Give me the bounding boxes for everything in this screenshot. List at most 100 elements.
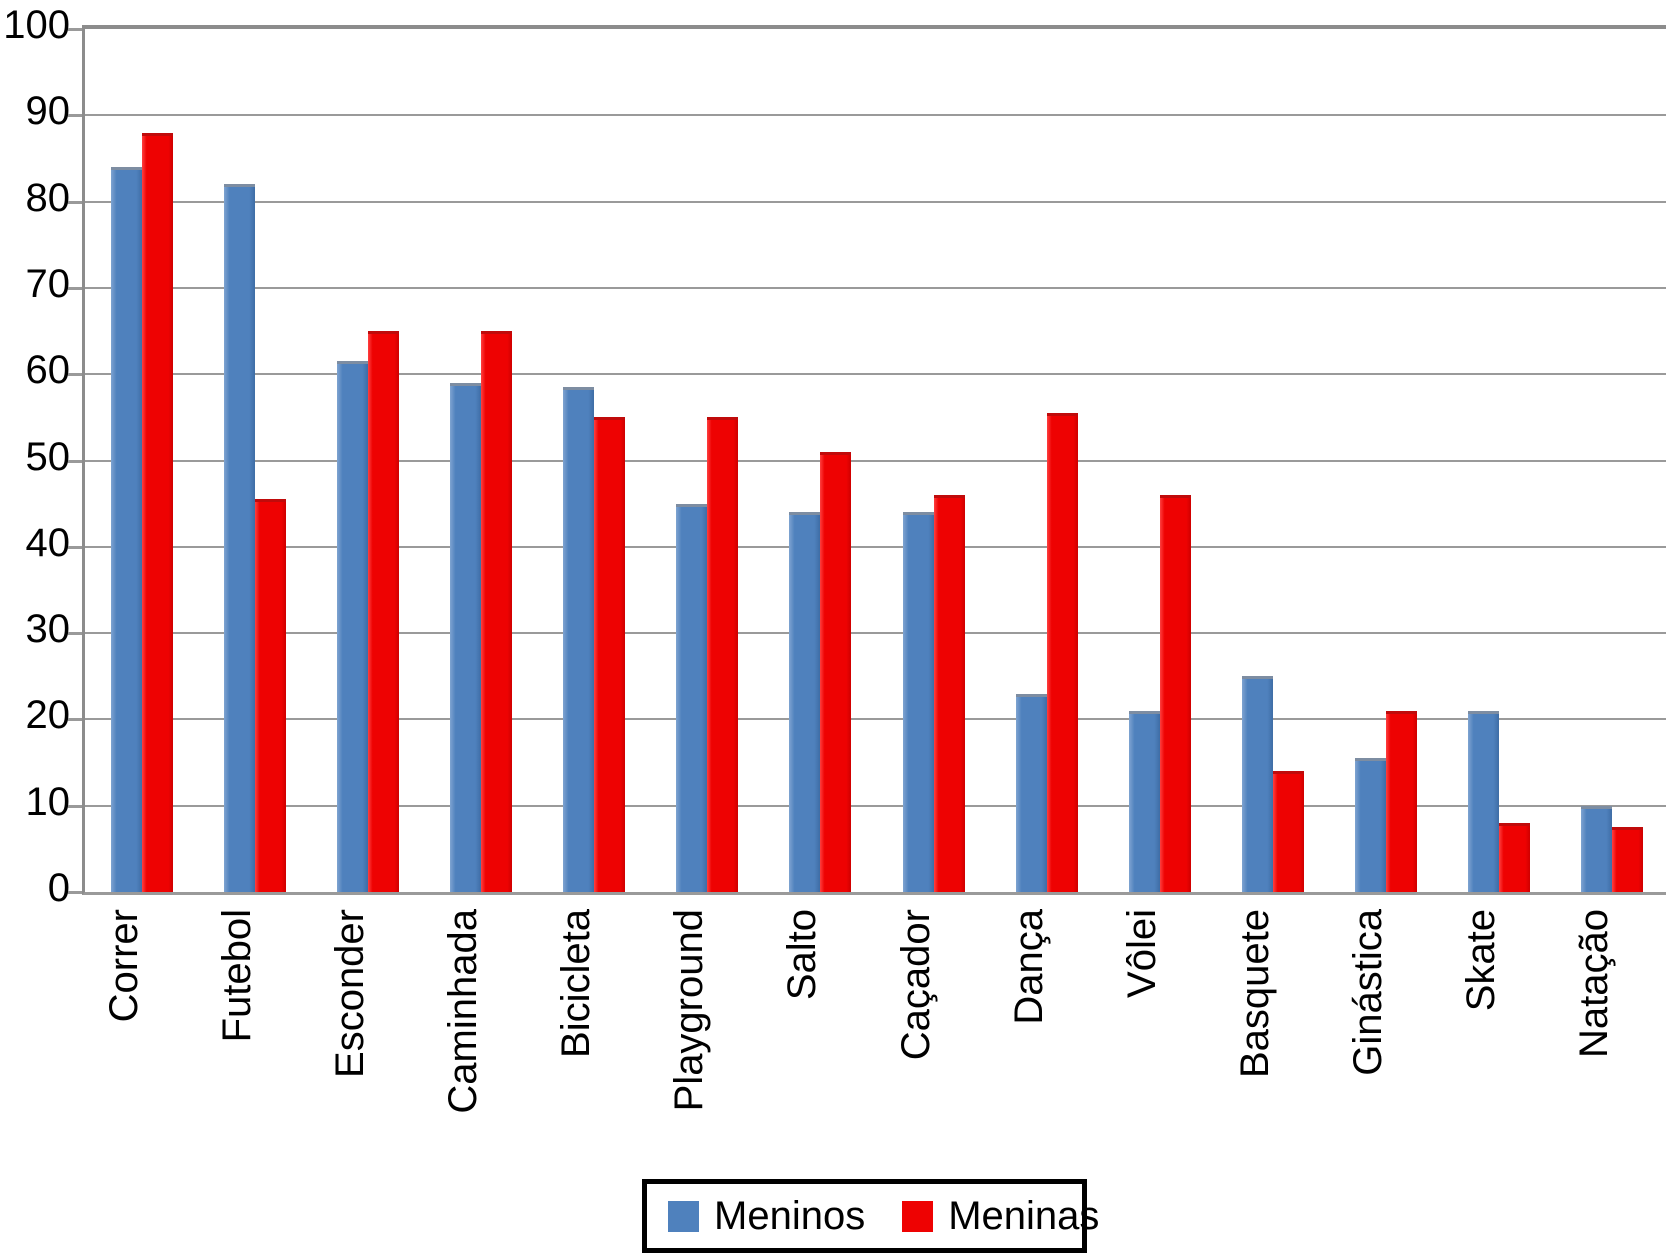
bar-meninas-skate <box>1499 822 1531 892</box>
y-tick-0 <box>68 891 82 894</box>
bars <box>198 29 311 892</box>
y-tick-60 <box>68 373 82 377</box>
bar-meninos-salto <box>789 512 821 892</box>
bar-meninas-caminhada <box>480 331 512 892</box>
x-axis-label-basquete: Basquete <box>1232 909 1277 1079</box>
bar-meninas-dança <box>1046 413 1078 892</box>
bar-group-skate: Skate <box>1443 29 1556 1011</box>
bars <box>764 29 877 892</box>
bar-group-caçador: Caçador <box>877 29 990 1060</box>
y-tick-90 <box>68 114 82 118</box>
x-axis-label-skate: Skate <box>1459 909 1504 1012</box>
x-axis-label-caçador: Caçador <box>893 909 938 1061</box>
y-tick-10 <box>68 804 82 808</box>
bar-meninas-bicicleta <box>594 417 626 892</box>
x-axis-label-ginástica: Ginástica <box>1346 909 1391 1076</box>
gridline-20 <box>85 718 1666 721</box>
y-tick-80 <box>68 200 82 204</box>
y-axis-label-10: 10 <box>25 779 71 824</box>
bar-meninas-caçador <box>933 495 965 892</box>
bars <box>1556 29 1666 892</box>
bar-meninos-vôlei <box>1128 710 1160 892</box>
gridline-50 <box>85 459 1666 462</box>
bar-group-caminhada: Caminhada <box>424 29 537 1114</box>
x-axis-label-caminhada: Caminhada <box>440 909 485 1114</box>
bar-meninos-basquete <box>1241 676 1273 892</box>
bars <box>538 29 651 892</box>
plot-area: Correr Futebol Esconder Caminhada Bicicleta P… <box>68 25 1666 1114</box>
bar-group-basquete: Basquete <box>1216 29 1329 1078</box>
legend-item-meninas: Meninas <box>902 1196 1099 1236</box>
bar-meninas-ginástica <box>1386 710 1418 892</box>
bar-meninas-salto <box>820 451 852 892</box>
gridline-80 <box>85 200 1666 203</box>
bar-group-ginástica: Ginástica <box>1330 29 1443 1076</box>
bar-meninos-ginástica <box>1355 758 1387 892</box>
y-tick-50 <box>68 459 82 463</box>
gridline-60 <box>85 373 1666 376</box>
bar-meninos-skate <box>1468 710 1500 892</box>
bars <box>1443 29 1556 892</box>
bars <box>1103 29 1216 892</box>
bar-meninos-caçador <box>902 512 934 892</box>
bar-group-bicicleta: Bicicleta <box>538 29 651 1058</box>
x-axis-label-correr: Correr <box>101 909 146 1023</box>
x-axis-label-playground: Playground <box>667 909 712 1112</box>
bar-group-playground: Playground <box>651 29 764 1111</box>
bar-meninas-playground <box>707 417 739 892</box>
bars <box>877 29 990 892</box>
gridline-30 <box>85 632 1666 635</box>
legend-label-meninos: Meninos <box>714 1194 866 1238</box>
bar-meninas-vôlei <box>1159 495 1191 892</box>
bar-groups: Correr Futebol Esconder Caminhada Bicicleta P… <box>85 29 1666 1114</box>
bars <box>1330 29 1443 892</box>
bar-meninos-caminhada <box>449 382 481 892</box>
x-axis-label-esconder: Esconder <box>327 909 372 1078</box>
legend-item-meninos: Meninos <box>668 1196 865 1236</box>
bar-group-futebol: Futebol <box>198 29 311 1042</box>
y-axis-label-90: 90 <box>25 89 71 134</box>
bars <box>1216 29 1329 892</box>
y-axis-label-0: 0 <box>47 866 70 910</box>
x-axis-label-bicicleta: Bicicleta <box>554 909 599 1058</box>
bars <box>311 29 424 892</box>
bars <box>990 29 1103 892</box>
y-tick-20 <box>68 718 82 722</box>
y-tick-40 <box>68 545 82 549</box>
bar-group-correr: Correr <box>85 29 198 1022</box>
y-axis-label-100: 100 <box>3 3 70 47</box>
bar-meninos-bicicleta <box>563 387 595 892</box>
bar-meninas-natação <box>1612 827 1644 892</box>
legend-swatch-meninos <box>668 1200 699 1232</box>
y-axis-label-70: 70 <box>25 261 71 306</box>
y-axis-label-30: 30 <box>25 607 71 652</box>
x-axis-label-salto: Salto <box>780 909 825 1001</box>
bar-meninos-futebol <box>223 184 255 892</box>
gridline-40 <box>85 545 1666 548</box>
y-tick-70 <box>68 286 82 290</box>
legend: Meninos Meninas <box>642 1179 1099 1253</box>
bar-group-dança: Dança <box>990 29 1103 1025</box>
x-axis-label-futebol: Futebol <box>214 909 259 1043</box>
x-axis-label-natação: Natação <box>1572 909 1617 1058</box>
bar-group-salto: Salto <box>764 29 877 1000</box>
bar-meninas-esconder <box>367 331 399 892</box>
bars <box>651 29 764 892</box>
y-tick-30 <box>68 632 82 636</box>
bar-group-vôlei: Vôlei <box>1103 29 1216 998</box>
bar-group-esconder: Esconder <box>311 29 424 1078</box>
bar-meninas-basquete <box>1272 771 1304 892</box>
bar-meninos-correr <box>110 167 142 892</box>
legend-swatch-meninas <box>902 1200 934 1232</box>
gridline-70 <box>85 286 1666 289</box>
bars <box>424 29 537 892</box>
x-axis-label-dança: Dança <box>1006 909 1051 1025</box>
bar-group-natação: Natação <box>1556 29 1666 1058</box>
y-axis-label-60: 60 <box>25 348 71 393</box>
bar-meninos-playground <box>676 503 708 892</box>
y-axis-label-40: 40 <box>25 520 71 565</box>
y-axis-label-50: 50 <box>25 434 71 479</box>
bar-meninas-correr <box>141 132 173 892</box>
bar-meninos-dança <box>1015 693 1047 892</box>
gridline-90 <box>85 114 1666 117</box>
